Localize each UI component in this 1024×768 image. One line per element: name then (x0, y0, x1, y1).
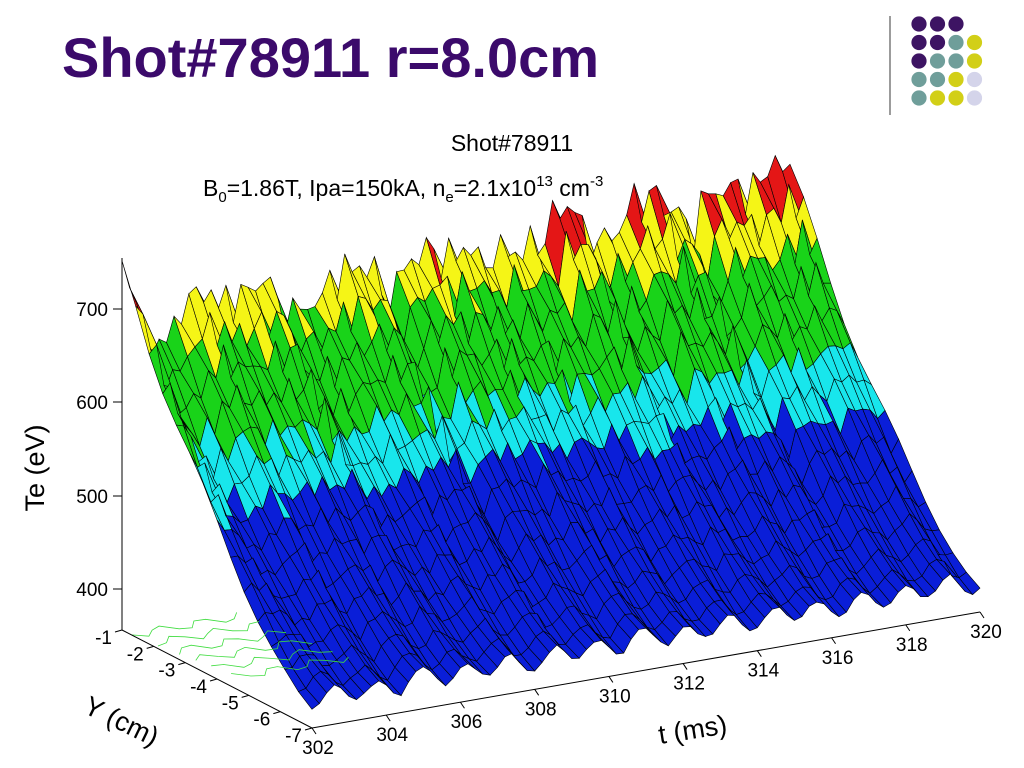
x-tick-mark (979, 611, 985, 619)
y-tick-label: -6 (253, 710, 270, 731)
floor-contour-lines (131, 612, 349, 677)
decorative-dot (911, 71, 927, 88)
z-tick-label: 400 (76, 580, 108, 601)
decorative-dot (929, 71, 946, 88)
x-tick-mark (534, 689, 540, 696)
x-tick-mark (311, 727, 317, 735)
x-tick-mark (905, 624, 911, 632)
decorative-dot (929, 16, 946, 32)
z-axis-label: Te (eV) (20, 424, 50, 511)
floor-contour (195, 640, 313, 661)
decorative-dot (966, 34, 983, 51)
decorative-dot (948, 53, 964, 69)
floor-contour (211, 649, 333, 668)
floor-contour (179, 630, 287, 655)
decorative-dot-grid (889, 16, 983, 115)
decorative-dot (929, 34, 946, 51)
x-tick-label: 320 (970, 622, 1002, 643)
chart-subtitle: B0=1.86T, Ipa=150kA, ne=2.1x1013 cm-3 (203, 173, 603, 206)
x-tick-mark (460, 701, 465, 709)
x-tick-mark (831, 637, 836, 645)
z-tick-label: 500 (76, 487, 108, 508)
decorative-dot (911, 90, 927, 106)
y-tick-mark (209, 678, 218, 682)
x-tick-label: 314 (747, 661, 779, 682)
y-tick-label: -7 (285, 726, 302, 747)
x-tick-mark (682, 663, 688, 670)
decorative-dot (911, 16, 927, 32)
y-tick-mark (273, 711, 281, 715)
decorative-dot (929, 53, 946, 69)
decorative-dot (966, 53, 983, 69)
x-tick-mark (608, 676, 614, 683)
y-tick-label: -3 (158, 661, 175, 682)
decorative-dot (948, 16, 964, 32)
x-axis-label: t (ms) (656, 710, 729, 750)
y-tick-mark (241, 694, 249, 698)
decorative-dot (966, 90, 983, 106)
x-tick-label: 306 (451, 712, 483, 733)
floor-contour (157, 621, 260, 647)
y-tick-mark (146, 645, 154, 649)
surface-facet (958, 571, 981, 596)
x-tick-label: 318 (896, 635, 928, 656)
x-tick-label: 312 (673, 674, 705, 695)
y-tick-label: -1 (95, 628, 112, 649)
decorative-dot (929, 90, 946, 106)
floor-contour (231, 656, 349, 677)
y-tick-label: -2 (127, 644, 144, 665)
y-axis-label: Y (cm) (79, 690, 163, 752)
y-tick-mark (178, 662, 186, 666)
x-axis-line (311, 611, 981, 729)
y-tick-mark (114, 629, 123, 633)
x-tick-label: 308 (525, 699, 557, 720)
floor-contour (131, 612, 238, 637)
y-tick-label: -4 (190, 677, 207, 698)
x-tick-label: 316 (822, 648, 854, 669)
decorative-dot (948, 71, 964, 88)
x-tick-mark (756, 650, 762, 657)
slide-title: Shot#78911 r=8.0cm (62, 26, 600, 89)
y-tick-label: -5 (222, 693, 239, 714)
decorative-dot (966, 71, 983, 88)
x-tick-label: 302 (302, 738, 334, 759)
x-tick-mark (385, 714, 391, 722)
decorative-dot (911, 53, 927, 69)
decorative-dot (911, 34, 927, 51)
chart-title: Shot#78911 (451, 130, 573, 156)
x-tick-label: 310 (599, 686, 631, 707)
x-tick-label: 304 (376, 725, 408, 746)
decorative-dot (948, 90, 964, 106)
decorative-dot (948, 34, 964, 51)
z-tick-label: 700 (76, 300, 108, 321)
surface-facet (121, 260, 144, 315)
z-tick-label: 600 (76, 393, 108, 414)
tick-labels: 400 500 600 700 302 304 306 308 310 312 314 316 318 3… (76, 300, 1002, 759)
y-tick-mark (304, 727, 313, 731)
surface-plot (121, 154, 981, 710)
